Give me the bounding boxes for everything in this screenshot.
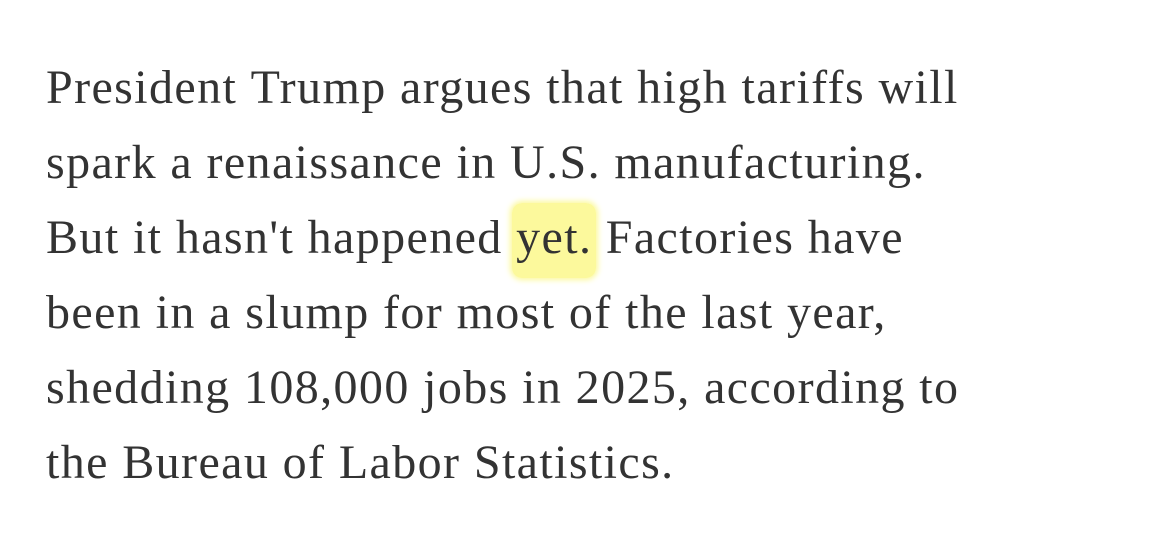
paragraph-line: the Bureau of Labor Statistics. xyxy=(46,436,675,489)
line-text: But it hasn't happened xyxy=(46,211,517,264)
paragraph-line: been in a slump for most of the last yea… xyxy=(46,286,887,339)
highlighted-text: yet. xyxy=(512,203,597,278)
line-text: Factories have xyxy=(592,211,904,264)
paragraph-line: But it hasn't happened yet. Factories ha… xyxy=(46,200,959,278)
paragraph-line: President Trump argues that high tariffs… xyxy=(46,61,959,114)
article-paragraph: President Trump argues that high tariffs… xyxy=(46,50,959,500)
paragraph-line: spark a renaissance in U.S. manufacturin… xyxy=(46,136,926,189)
paragraph-line: shedding 108,000 jobs in 2025, according… xyxy=(46,361,960,414)
